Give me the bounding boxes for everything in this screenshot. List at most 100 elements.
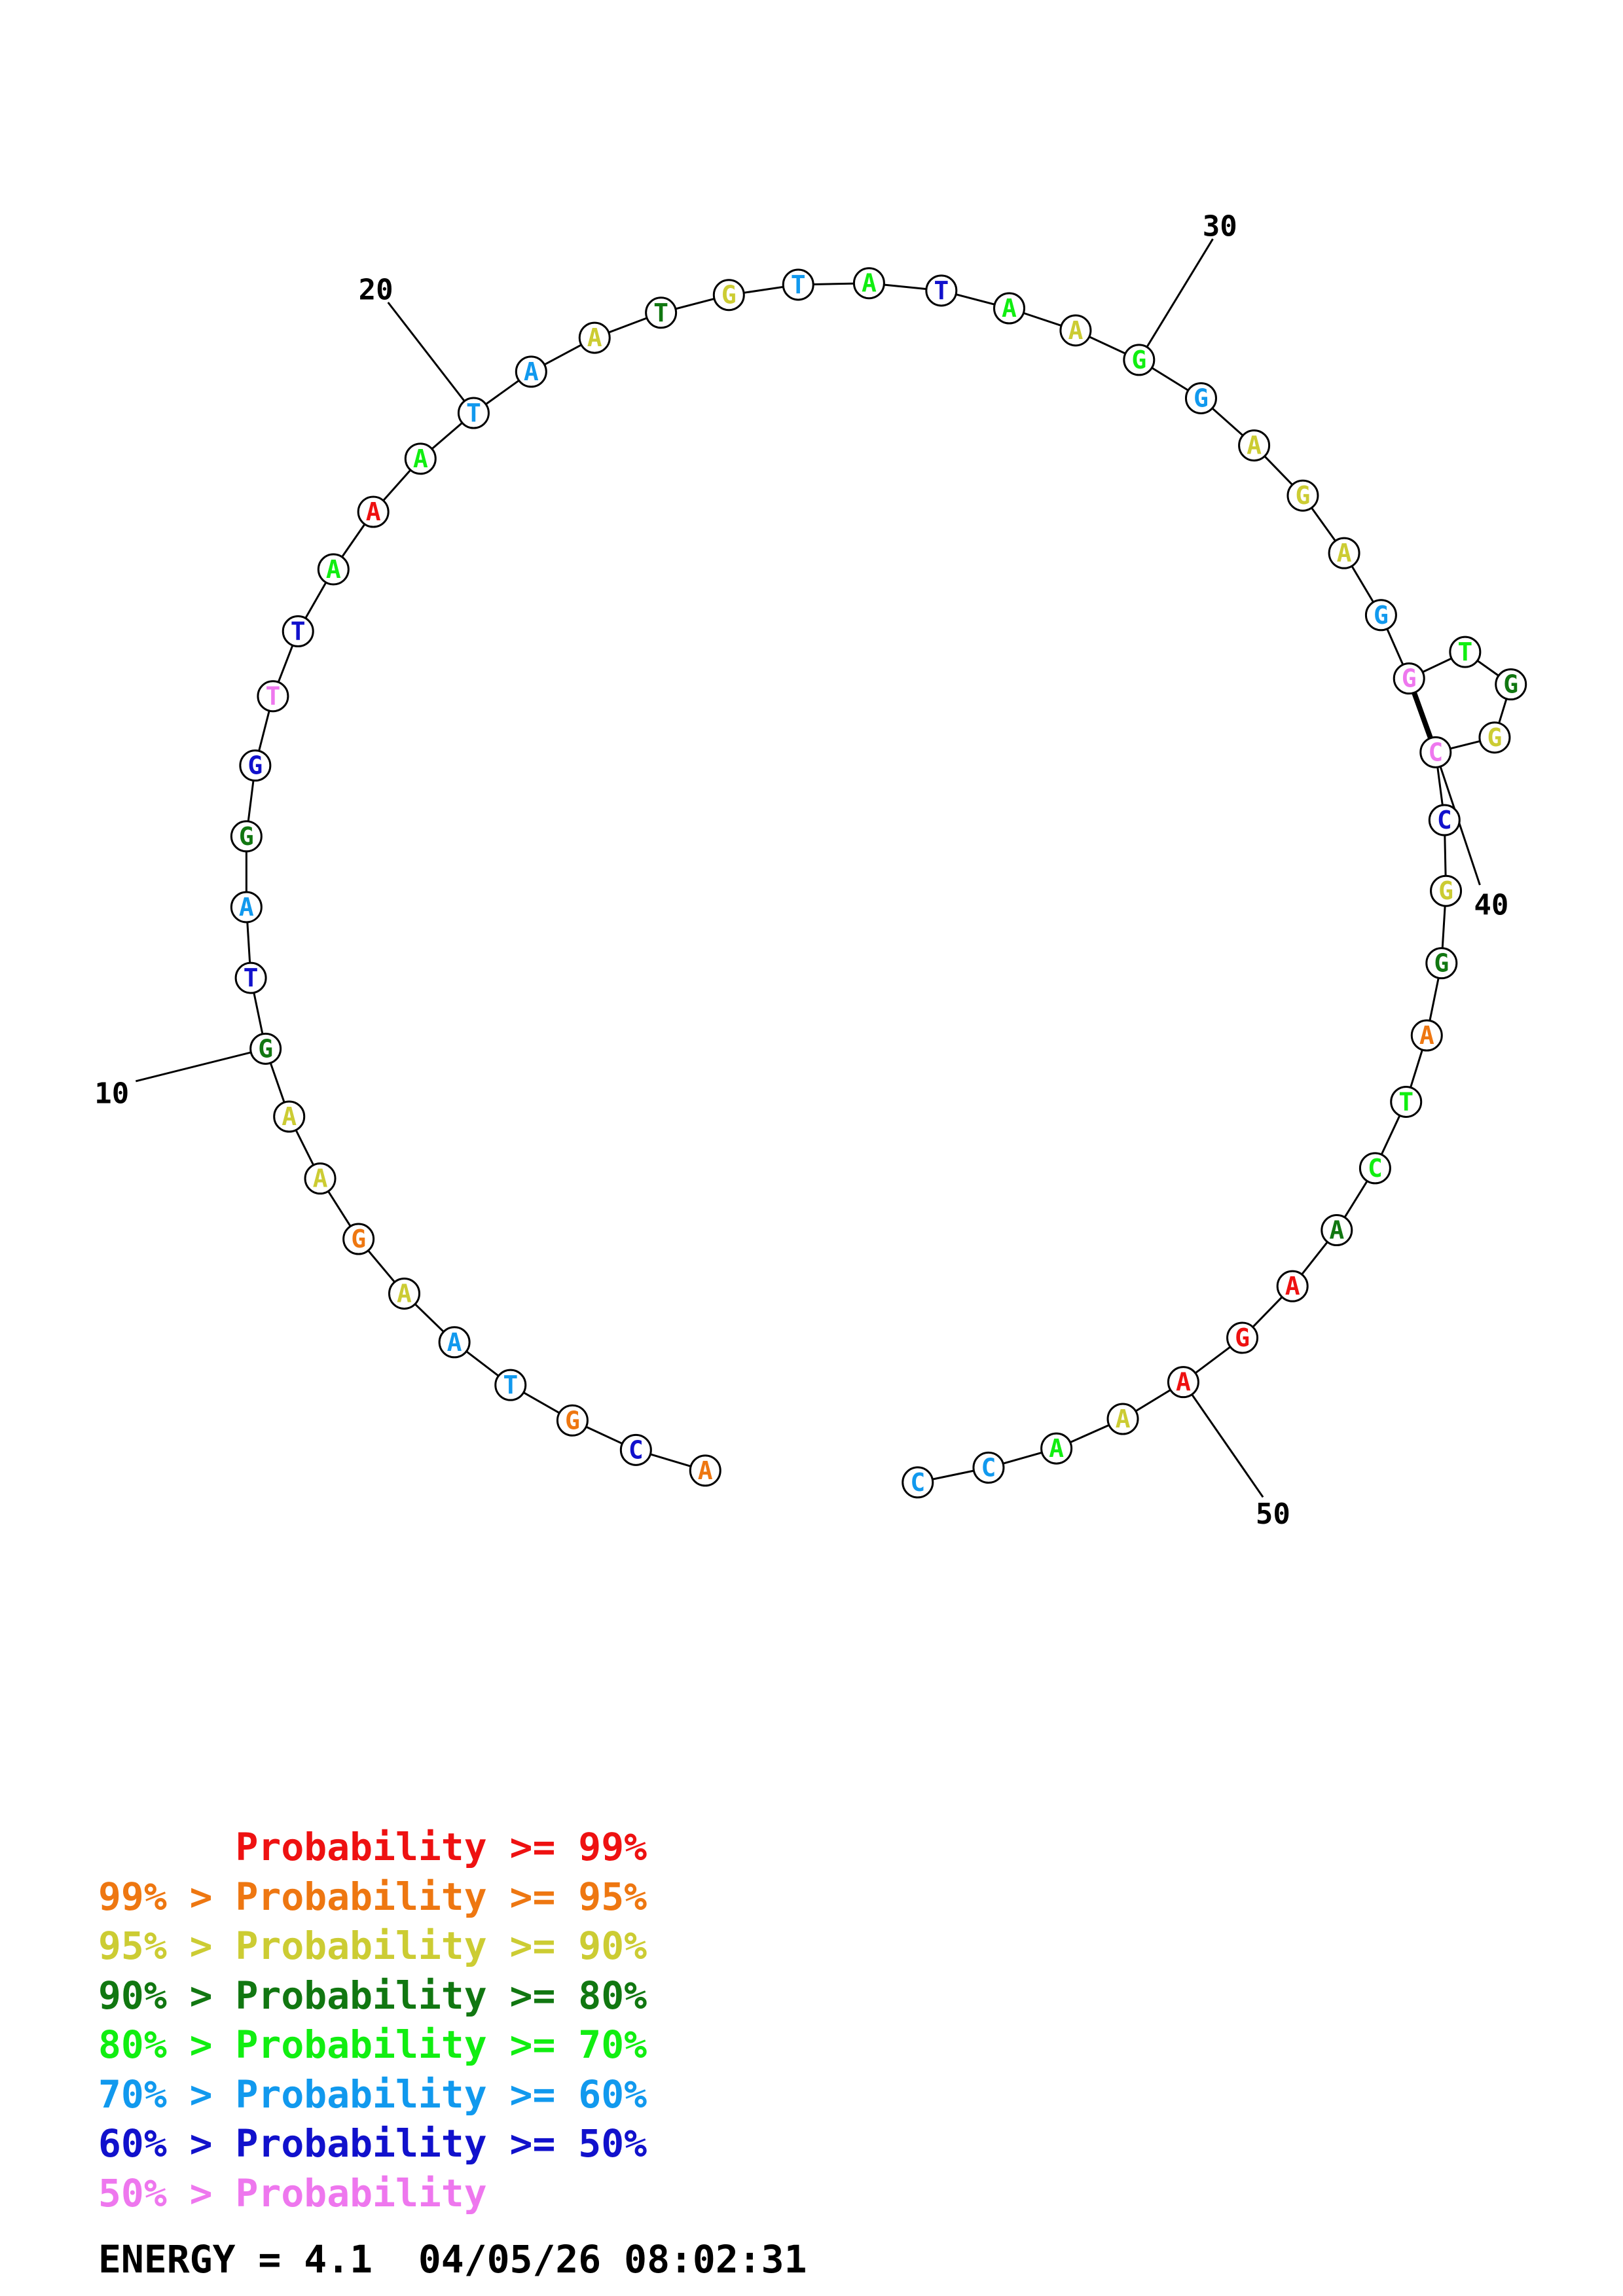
nucleotide-circle <box>1364 599 1397 632</box>
legend-row: 70% > Probability >= 60% <box>98 2070 647 2120</box>
nucleotide-letter: G <box>1235 1323 1250 1352</box>
nucleotide: A <box>689 1454 721 1487</box>
nucleotide: C <box>972 1451 1005 1484</box>
nucleotide-circle <box>993 292 1025 325</box>
nucleotide-letter: A <box>587 323 602 352</box>
nucleotide-letter: T <box>791 270 806 299</box>
legend-prefix: 95% > <box>98 1924 236 1968</box>
nucleotide-circle <box>1184 382 1217 414</box>
nucleotide-letter: A <box>1329 1216 1344 1245</box>
nucleotide: G <box>230 820 263 853</box>
nucleotide-letter: G <box>1296 481 1311 510</box>
nucleotide: T <box>234 961 267 994</box>
nucleotide: A <box>578 321 611 354</box>
nucleotide: G <box>1184 382 1217 414</box>
legend-prefix: 50% > <box>98 2170 236 2215</box>
energy-label: ENERGY = 4.1 <box>98 2237 373 2282</box>
backbone-lines <box>245 282 1512 1484</box>
legend-label: Probability >= 95% <box>235 1874 647 1919</box>
nucleotide: C <box>619 1433 652 1466</box>
nucleotide: A <box>1238 429 1271 462</box>
nucleotide-letter: G <box>1438 876 1453 905</box>
position-tick <box>135 1047 266 1083</box>
legend-row: 90% > Probability >= 80% <box>98 1971 647 2021</box>
nucleotide: G <box>712 279 745 312</box>
position-label: 30 <box>1203 210 1237 243</box>
nucleotide: T <box>782 268 814 301</box>
position-tick <box>1182 1381 1264 1498</box>
nucleotide-letter: T <box>653 298 668 327</box>
nucleotide: A <box>1328 537 1360 569</box>
nucleotide-circle <box>1238 429 1271 462</box>
nucleotide: T <box>1449 636 1482 668</box>
nucleotide-circle <box>556 1404 589 1437</box>
nucleotide: T <box>282 615 314 648</box>
legend-prefix <box>98 1825 236 1869</box>
nucleotide-letter: G <box>1434 949 1449 978</box>
legend-row: 95% > Probability >= 90% <box>98 1922 647 1971</box>
nucleotide-circle <box>1106 1403 1139 1435</box>
nucleotide-circle <box>782 268 814 301</box>
energy-footer: ENERGY = 4.1 04/05/26 08:02:31 <box>98 2237 807 2282</box>
position-label: 10 <box>94 1077 129 1111</box>
nucleotide-circle <box>1276 1270 1309 1302</box>
nucleotide-letter: G <box>239 822 254 851</box>
legend-prefix: 70% > <box>98 2072 236 2117</box>
nucleotide-letter: A <box>239 893 254 922</box>
nucleotide-circle <box>902 1466 934 1499</box>
nucleotide-letter: A <box>1116 1405 1131 1433</box>
nucleotide-circle <box>357 495 390 528</box>
nucleotide-letter: A <box>1068 316 1083 345</box>
nucleotide-letter: C <box>1368 1154 1383 1183</box>
nucleotide-letter: C <box>1437 806 1452 834</box>
probability-legend: Probability >= 99% 99% > Probability >= 9… <box>98 1823 647 2218</box>
nucleotide-circle <box>1495 668 1527 701</box>
nucleotide: T <box>457 397 490 429</box>
nucleotide: A <box>230 891 263 924</box>
position-label: 20 <box>359 273 393 306</box>
nucleotide-circle <box>578 321 611 354</box>
nucleotide-circle <box>1393 662 1425 695</box>
nucleotide-circle <box>494 1369 527 1401</box>
nucleotide-circle <box>230 891 263 924</box>
nucleotide: G <box>1495 668 1527 701</box>
nucleotide-letter: A <box>1176 1368 1191 1397</box>
nucleotide-letter: G <box>1194 384 1209 412</box>
nucleotide-circle <box>304 1162 337 1195</box>
nucleotide: G <box>342 1223 375 1255</box>
nucleotide: A <box>388 1277 420 1310</box>
nucleotide: C <box>902 1466 934 1499</box>
legend-prefix: 60% > <box>98 2121 236 2166</box>
legend-label: Probability >= 80% <box>235 1973 647 2018</box>
nucleotide-circle <box>1428 804 1461 836</box>
nucleotide: C <box>1419 736 1452 768</box>
nucleotide-letter: G <box>1374 601 1389 630</box>
nucleotide-letter: A <box>447 1328 462 1357</box>
nucleotide-letter: G <box>247 751 263 780</box>
nucleotide: C <box>1428 804 1461 836</box>
nucleotide-circle <box>230 820 263 853</box>
nucleotide-circle <box>1321 1214 1353 1247</box>
nucleotide-letter: G <box>565 1406 580 1435</box>
nucleotide-letter: A <box>698 1456 713 1485</box>
nucleotide: G <box>239 749 272 782</box>
nucleotide: G <box>1425 947 1458 980</box>
nucleotide: G <box>1226 1321 1259 1354</box>
nucleotide-circle <box>317 553 350 586</box>
nucleotide-letter: G <box>1503 670 1518 699</box>
nucleotide-circle <box>404 442 437 475</box>
nucleotide-circle <box>1167 1366 1199 1399</box>
nucleotide-letter: A <box>326 555 341 584</box>
nucleotide: T <box>494 1369 527 1401</box>
nucleotide-circle <box>972 1451 1005 1484</box>
nucleotide-letter: G <box>721 281 737 310</box>
nucleotide: G <box>1430 874 1463 907</box>
timestamp: 04/05/26 08:02:31 <box>418 2237 807 2282</box>
position-label: 50 <box>1256 1498 1290 1531</box>
nucleotide-letter: T <box>934 276 949 305</box>
nucleotide: A <box>993 292 1025 325</box>
nucleotide-letter: G <box>1487 723 1502 752</box>
nucleotide-circle <box>1430 874 1463 907</box>
nucleotide: A <box>273 1100 306 1133</box>
